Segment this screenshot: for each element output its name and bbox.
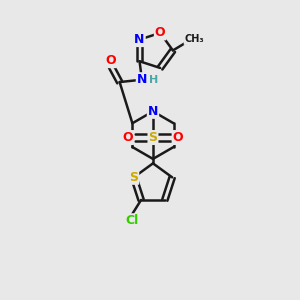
Text: S: S	[129, 171, 138, 184]
Text: O: O	[155, 26, 166, 39]
Text: O: O	[105, 54, 116, 67]
Text: O: O	[172, 131, 183, 144]
Text: H: H	[148, 75, 158, 85]
Text: S: S	[148, 131, 158, 144]
Text: O: O	[123, 131, 133, 144]
Text: N: N	[134, 33, 145, 46]
Text: N: N	[148, 105, 158, 118]
Text: N: N	[137, 73, 147, 86]
Text: Cl: Cl	[125, 214, 138, 227]
Text: CH₃: CH₃	[184, 34, 204, 44]
